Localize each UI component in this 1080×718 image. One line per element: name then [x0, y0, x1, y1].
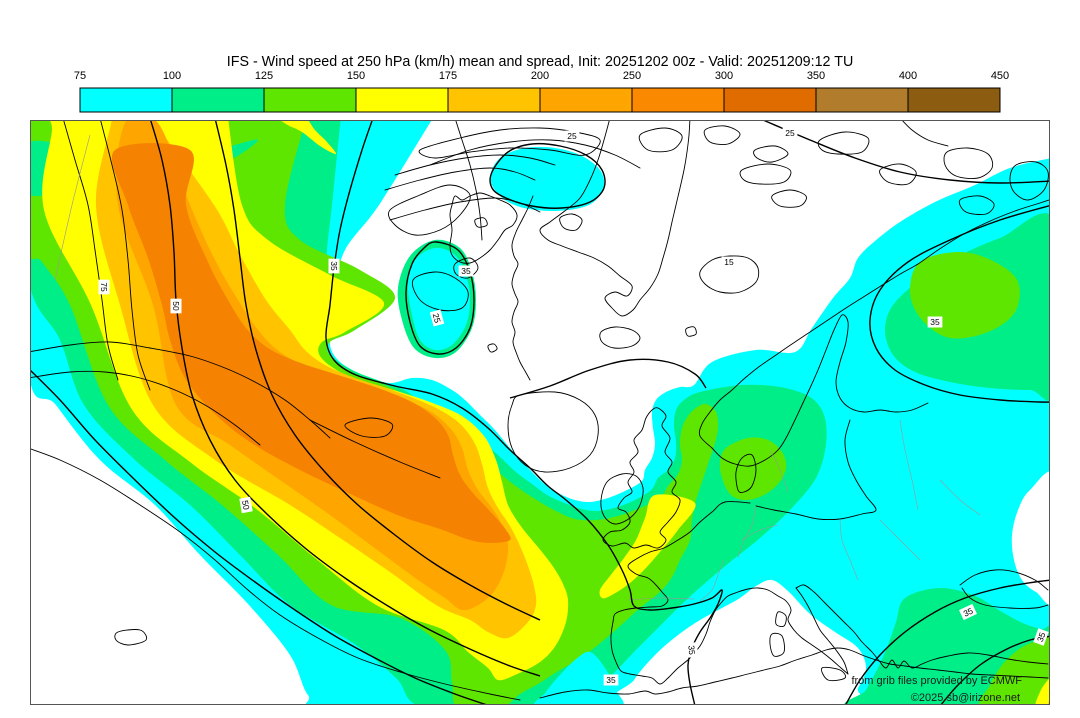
svg-text:15: 15 [724, 257, 734, 267]
svg-text:50: 50 [171, 301, 181, 311]
svg-text:25: 25 [785, 128, 795, 138]
svg-text:35: 35 [930, 317, 940, 327]
svg-text:250: 250 [623, 70, 641, 82]
svg-text:350: 350 [807, 70, 825, 82]
svg-text:25: 25 [431, 312, 443, 324]
svg-text:100: 100 [163, 70, 181, 82]
svg-text:200: 200 [531, 70, 549, 82]
svg-text:150: 150 [347, 70, 365, 82]
svg-text:35: 35 [329, 261, 339, 271]
svg-text:400: 400 [899, 70, 917, 82]
svg-text:300: 300 [715, 70, 733, 82]
svg-text:IFS - Wind speed at 250 hPa (k: IFS - Wind speed at 250 hPa (km/h) mean … [227, 54, 854, 70]
svg-text:©2025 sb@irizone.net: ©2025 sb@irizone.net [911, 692, 1020, 704]
svg-text:450: 450 [991, 70, 1009, 82]
svg-text:75: 75 [74, 70, 86, 82]
svg-text:125: 125 [255, 70, 273, 82]
svg-text:50: 50 [240, 500, 252, 511]
svg-text:25: 25 [567, 131, 577, 141]
svg-text:from grib files provided by EC: from grib files provided by ECMWF [851, 675, 1022, 687]
svg-text:75: 75 [99, 282, 109, 292]
svg-text:35: 35 [1035, 631, 1048, 644]
svg-text:35: 35 [962, 606, 975, 619]
svg-text:35: 35 [606, 675, 616, 685]
svg-text:35: 35 [461, 266, 471, 276]
svg-text:35: 35 [686, 645, 697, 656]
svg-text:175: 175 [439, 70, 457, 82]
